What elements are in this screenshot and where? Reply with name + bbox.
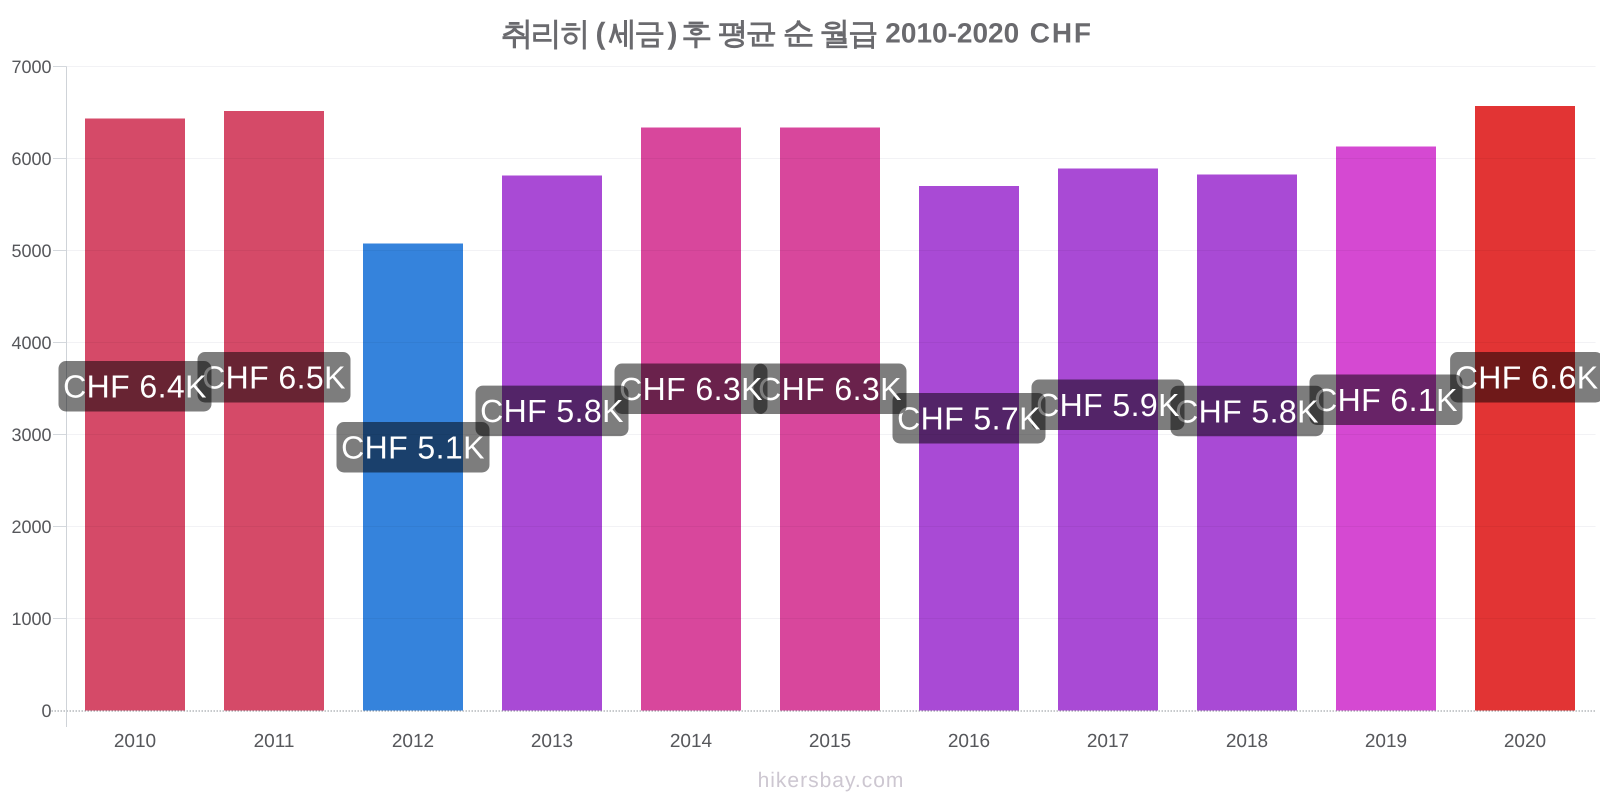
svg-text:CHF: CHF	[1030, 17, 1093, 48]
svg-text:CHF 5.8K: CHF 5.8K	[1175, 393, 1319, 429]
svg-text:2013: 2013	[531, 731, 573, 752]
svg-text:CHF 5.1K: CHF 5.1K	[341, 430, 485, 466]
svg-text:(: (	[596, 18, 606, 51]
svg-text:2016: 2016	[948, 731, 990, 752]
svg-text:CHF 5.9K: CHF 5.9K	[1036, 387, 1180, 423]
svg-text:2020: 2020	[1504, 731, 1546, 752]
svg-text:hikersbay.com: hikersbay.com	[758, 769, 905, 792]
svg-text:2012: 2012	[392, 731, 434, 752]
svg-text:CHF 6.5K: CHF 6.5K	[202, 360, 346, 396]
svg-text:1000: 1000	[11, 609, 51, 629]
svg-text:CHF 6.1K: CHF 6.1K	[1314, 382, 1458, 418]
svg-text:2019: 2019	[1365, 731, 1407, 752]
svg-text:2010-2020: 2010-2020	[885, 17, 1019, 48]
svg-text:2018: 2018	[1226, 731, 1268, 752]
svg-text:): )	[668, 18, 678, 51]
svg-text:2017: 2017	[1087, 731, 1129, 752]
svg-text:0: 0	[41, 701, 51, 721]
svg-text:6000: 6000	[11, 149, 51, 169]
svg-text:7000: 7000	[11, 57, 51, 77]
svg-text:2010: 2010	[114, 731, 156, 752]
svg-text:5000: 5000	[11, 241, 51, 261]
svg-text:4000: 4000	[11, 333, 51, 353]
svg-text:CHF 5.8K: CHF 5.8K	[480, 393, 624, 429]
svg-text:2014: 2014	[670, 731, 713, 752]
svg-text:CHF 6.3K: CHF 6.3K	[758, 371, 902, 407]
svg-text:2000: 2000	[11, 517, 51, 537]
svg-text:CHF 6.6K: CHF 6.6K	[1455, 360, 1599, 396]
svg-text:3000: 3000	[11, 425, 51, 445]
svg-text:CHF 5.7K: CHF 5.7K	[897, 401, 1041, 437]
svg-text:2015: 2015	[809, 731, 851, 752]
svg-text:CHF 6.4K: CHF 6.4K	[63, 369, 207, 405]
svg-text:CHF 6.3K: CHF 6.3K	[619, 371, 763, 407]
svg-text:2011: 2011	[254, 731, 295, 752]
